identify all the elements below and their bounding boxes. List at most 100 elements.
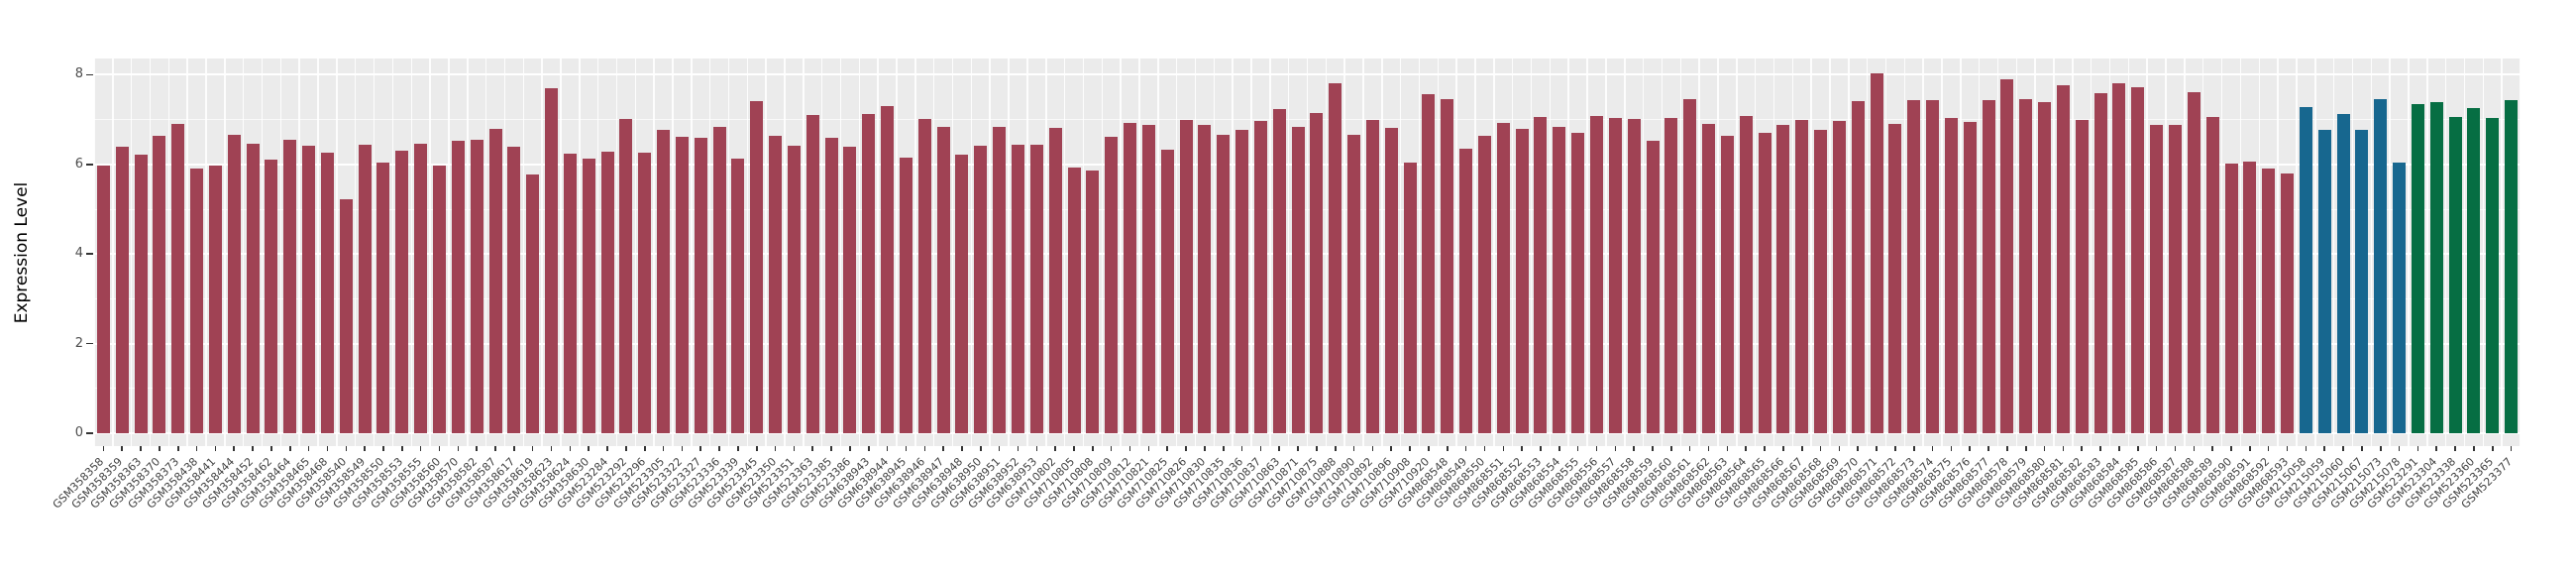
vertical-gridline bbox=[1175, 58, 1178, 446]
bar bbox=[881, 105, 895, 433]
bar bbox=[339, 198, 353, 433]
vertical-gridline bbox=[1754, 58, 1757, 446]
bar bbox=[358, 145, 372, 433]
x-tick-mark bbox=[980, 446, 982, 451]
x-tick-mark bbox=[1670, 446, 1672, 451]
bar bbox=[2486, 117, 2500, 433]
x-tick-mark bbox=[1726, 446, 1729, 451]
bar bbox=[1888, 124, 1902, 433]
vertical-gridline bbox=[877, 58, 879, 446]
bar bbox=[2112, 82, 2126, 433]
bar bbox=[320, 152, 334, 433]
vertical-gridline bbox=[2201, 58, 2204, 446]
bar bbox=[190, 168, 204, 433]
vertical-gridline bbox=[2165, 58, 2167, 446]
x-tick-mark bbox=[961, 446, 963, 451]
bar bbox=[1608, 118, 1622, 433]
bar bbox=[1496, 123, 1510, 433]
vertical-gridline bbox=[261, 58, 264, 446]
vertical-gridline bbox=[1791, 58, 1794, 446]
bar bbox=[2243, 162, 2257, 433]
bar bbox=[1963, 121, 1977, 433]
vertical-gridline bbox=[429, 58, 431, 446]
vertical-gridline bbox=[149, 58, 152, 446]
vertical-gridline bbox=[727, 58, 730, 446]
x-tick-mark bbox=[1558, 446, 1560, 451]
bar bbox=[2429, 101, 2443, 433]
vertical-gridline bbox=[989, 58, 991, 446]
y-axis-tick-label: 2 bbox=[74, 335, 83, 351]
vertical-gridline bbox=[2332, 58, 2335, 446]
bar bbox=[1534, 116, 1548, 433]
vertical-gridline bbox=[2034, 58, 2036, 446]
bar bbox=[1086, 170, 1100, 433]
vertical-gridline bbox=[634, 58, 637, 446]
x-tick-mark bbox=[1707, 446, 1710, 451]
x-tick-mark bbox=[2510, 446, 2513, 451]
bar bbox=[917, 118, 931, 433]
vertical-gridline bbox=[298, 58, 300, 446]
bar bbox=[1291, 127, 1305, 433]
bar bbox=[1515, 129, 1529, 433]
x-tick-mark bbox=[1240, 446, 1243, 451]
x-tick-mark bbox=[1595, 446, 1598, 451]
y-axis-tick-label: 4 bbox=[74, 246, 83, 262]
bar bbox=[227, 134, 241, 433]
vertical-gridline bbox=[1194, 58, 1197, 446]
bar bbox=[2168, 125, 2182, 433]
x-tick-mark bbox=[1876, 446, 1878, 451]
bar bbox=[1403, 162, 1417, 433]
y-tick-mark bbox=[86, 73, 93, 76]
x-tick-mark bbox=[289, 446, 291, 451]
vertical-gridline bbox=[2277, 58, 2279, 446]
x-tick-mark bbox=[2099, 446, 2101, 451]
x-tick-mark bbox=[2024, 446, 2027, 451]
bar bbox=[2131, 87, 2145, 433]
vertical-gridline bbox=[1399, 58, 1402, 446]
x-tick-mark bbox=[476, 446, 478, 451]
bar bbox=[843, 147, 857, 433]
x-tick-mark bbox=[1128, 446, 1131, 451]
bar bbox=[619, 119, 633, 433]
bar bbox=[1832, 120, 1846, 433]
vertical-gridline bbox=[2220, 58, 2223, 446]
vertical-gridline bbox=[2146, 58, 2148, 446]
vertical-gridline bbox=[2184, 58, 2186, 446]
x-tick-mark bbox=[867, 446, 870, 451]
vertical-gridline bbox=[1269, 58, 1271, 446]
x-tick-mark bbox=[270, 446, 272, 451]
vertical-gridline bbox=[1120, 58, 1122, 446]
bar bbox=[2000, 79, 2014, 433]
x-tick-mark bbox=[1166, 446, 1168, 451]
vertical-gridline bbox=[708, 58, 711, 446]
bar bbox=[2505, 100, 2519, 433]
vertical-gridline bbox=[2127, 58, 2130, 446]
bar bbox=[96, 166, 110, 433]
vertical-gridline bbox=[484, 58, 487, 446]
x-tick-mark bbox=[2454, 446, 2456, 451]
bar bbox=[638, 153, 652, 433]
vertical-gridline bbox=[1157, 58, 1159, 446]
x-tick-mark bbox=[2062, 446, 2065, 451]
bar bbox=[488, 129, 502, 433]
vertical-gridline bbox=[1063, 58, 1066, 446]
x-tick-mark bbox=[195, 446, 198, 451]
bar bbox=[787, 145, 801, 433]
x-tick-mark bbox=[2230, 446, 2232, 451]
x-tick-mark bbox=[625, 446, 627, 451]
x-tick-mark bbox=[2342, 446, 2344, 451]
vertical-gridline bbox=[839, 58, 842, 446]
x-tick-mark bbox=[345, 446, 348, 451]
bar bbox=[1124, 122, 1137, 433]
vertical-gridline bbox=[2258, 58, 2260, 446]
vertical-gridline bbox=[803, 58, 805, 446]
bar bbox=[1795, 120, 1809, 433]
y-tick-mark bbox=[86, 342, 93, 345]
vertical-gridline bbox=[2351, 58, 2354, 446]
bar bbox=[1627, 119, 1641, 433]
x-tick-mark bbox=[2267, 446, 2270, 451]
vertical-gridline bbox=[1661, 58, 1664, 446]
x-tick-mark bbox=[588, 446, 590, 451]
bar bbox=[862, 113, 876, 433]
bar bbox=[731, 158, 745, 433]
